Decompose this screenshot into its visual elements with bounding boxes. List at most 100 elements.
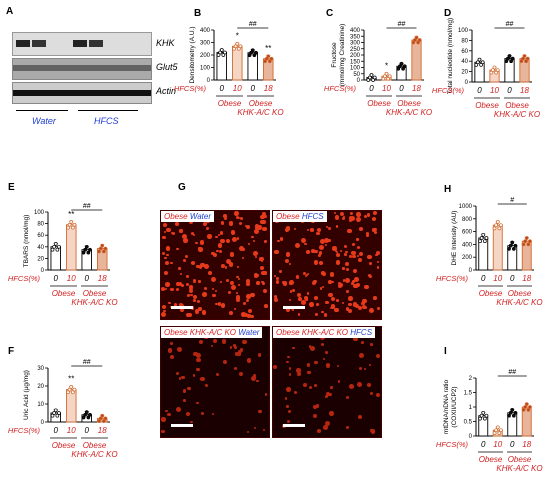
x-tick-label: 18: [522, 274, 531, 283]
significance-marker: ##: [398, 21, 406, 28]
y-tick-label: 1000: [459, 204, 473, 210]
cell-speckle: [264, 214, 268, 219]
cell-speckle: [308, 385, 312, 389]
x-tick-label: 10: [67, 426, 76, 435]
cell-speckle: [298, 297, 302, 301]
panel-label: G: [178, 182, 186, 193]
cell-speckle: [215, 302, 218, 306]
cell-speckle: [161, 251, 165, 255]
data-point: [263, 59, 267, 64]
cell-speckle: [313, 383, 317, 387]
cell-speckle: [365, 234, 369, 238]
cell-speckle: [319, 238, 325, 244]
cell-speckle: [306, 273, 310, 276]
cell-speckle: [361, 341, 365, 345]
cell-speckle: [358, 367, 362, 371]
cell-speckle: [175, 407, 181, 412]
star-marker: *: [236, 31, 239, 40]
cell-speckle: [314, 360, 318, 365]
cell-speckle: [308, 345, 312, 348]
data-point: [252, 53, 257, 58]
cell-speckle: [347, 228, 352, 234]
cell-speckle: [200, 411, 204, 416]
data-point: [83, 412, 88, 417]
data-point: [524, 59, 528, 64]
cell-speckle: [165, 260, 170, 265]
bracket-hfcs: [78, 110, 138, 111]
micrograph-label: Obese HFCS: [273, 211, 327, 222]
data-point: [507, 247, 511, 251]
x-row-label: HFCS(%): [436, 274, 469, 283]
cell-speckle: [312, 250, 315, 253]
cell-speckle: [354, 277, 359, 283]
data-point: [88, 412, 92, 417]
cell-speckle: [223, 214, 227, 218]
data-point: [69, 220, 74, 224]
cell-speckle: [357, 306, 363, 311]
data-point: [510, 56, 515, 61]
data-point: [507, 54, 512, 58]
data-point: [477, 57, 482, 62]
data-point: [494, 70, 498, 75]
group-label: Obese: [52, 441, 76, 450]
cell-speckle: [273, 249, 279, 255]
data-point: [521, 56, 525, 61]
cell-speckle: [234, 307, 237, 311]
cell-speckle: [182, 259, 186, 263]
x-tick-label: 0: [510, 440, 515, 449]
cell-speckle: [276, 280, 280, 284]
cell-speckle: [258, 409, 262, 414]
cell-speckle: [251, 235, 254, 239]
micrograph-obese-hfcs: Obese HFCS: [272, 210, 382, 320]
data-point: [523, 405, 528, 409]
cell-speckle: [192, 374, 196, 377]
data-point: [66, 225, 70, 230]
group-label: Obese: [505, 101, 529, 110]
y-tick-label: 100: [350, 66, 361, 72]
bar: [492, 224, 503, 271]
cell-speckle: [345, 261, 350, 266]
cell-speckle: [356, 246, 361, 250]
cell-speckle: [241, 257, 244, 260]
cell-speckle: [161, 429, 165, 433]
data-point: [70, 225, 75, 230]
data-point: [413, 38, 417, 42]
data-point: [476, 60, 480, 65]
cell-speckle: [163, 309, 166, 313]
cell-speckle: [273, 297, 279, 303]
cell-speckle: [289, 290, 293, 293]
y-tick-label: 1.5: [464, 391, 473, 397]
cell-speckle: [324, 351, 328, 354]
cell-speckle: [231, 237, 237, 242]
y-tick-label: 0: [207, 78, 211, 84]
x-tick-label: 10: [493, 274, 502, 283]
data-point: [494, 428, 498, 433]
cell-speckle: [223, 216, 228, 221]
cell-speckle: [352, 336, 358, 342]
cell-speckle: [259, 256, 265, 262]
cell-speckle: [181, 375, 185, 379]
cell-speckle: [242, 301, 246, 305]
data-point: [53, 408, 58, 413]
y-axis-label: (mmol/mg Creatinine): [339, 24, 346, 87]
cell-speckle: [286, 387, 291, 392]
cell-speckle: [327, 226, 332, 231]
cell-speckle: [256, 274, 260, 278]
cell-speckle: [199, 340, 204, 345]
data-point: [70, 390, 75, 395]
cell-speckle: [325, 225, 328, 228]
cell-speckle: [336, 365, 339, 368]
data-point: [525, 56, 530, 61]
cell-speckle: [236, 237, 240, 240]
panel-label: A: [6, 6, 14, 17]
cell-speckle: [245, 294, 251, 299]
cell-speckle: [327, 238, 331, 243]
data-point: [81, 415, 86, 420]
cell-speckle: [252, 239, 255, 243]
cell-speckle: [376, 266, 380, 269]
data-point: [508, 410, 513, 415]
cell-speckle: [333, 307, 339, 313]
cell-speckle: [235, 297, 240, 303]
micrograph-obese-water: Obese Water: [160, 210, 270, 320]
x-tick-label: 0: [369, 84, 374, 93]
